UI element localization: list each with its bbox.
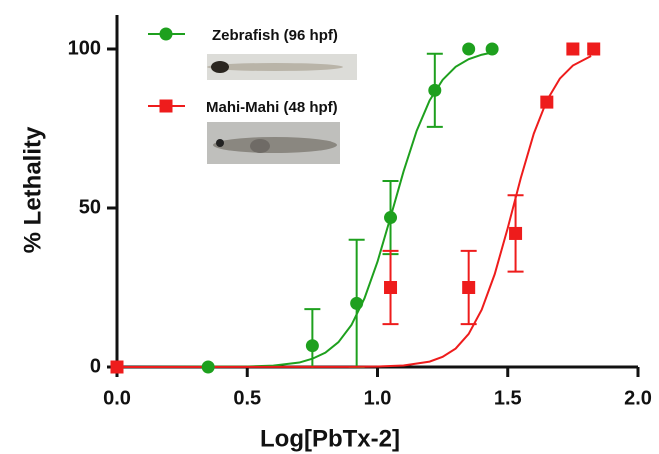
legend-label: Mahi-Mahi (48 hpf) xyxy=(206,99,338,116)
point xyxy=(462,42,476,56)
legend-marker xyxy=(159,99,173,113)
point xyxy=(462,281,476,294)
y-tick-label: 0 xyxy=(90,355,101,377)
fit-curve xyxy=(116,55,592,368)
x-axis-title: Log[PbTx-2] xyxy=(260,425,400,452)
point xyxy=(587,42,601,56)
y-tick-label: 100 xyxy=(68,37,101,59)
legend-label: Zebrafish (96 hpf) xyxy=(212,27,338,44)
plot-area xyxy=(116,51,592,368)
y-tick-label: 50 xyxy=(79,196,101,218)
point xyxy=(305,339,319,353)
point xyxy=(110,360,124,374)
x-tick-label: 1.0 xyxy=(364,387,392,409)
point xyxy=(509,226,523,240)
point xyxy=(201,360,215,374)
x-tick-label: 2.0 xyxy=(624,387,652,409)
mahi-image xyxy=(207,122,340,164)
point xyxy=(350,296,364,310)
x-tick-label: 0.0 xyxy=(103,387,131,409)
point xyxy=(384,281,398,294)
x-tick-label: 0.5 xyxy=(233,387,261,409)
point xyxy=(566,42,580,56)
x-tick-label: 1.5 xyxy=(494,387,522,409)
point xyxy=(428,83,442,97)
fit-curve xyxy=(116,51,493,368)
legend-marker xyxy=(159,27,173,41)
point xyxy=(384,211,398,225)
y-axis-title: % Lethality xyxy=(19,126,46,253)
zebrafish-image xyxy=(207,54,357,80)
point xyxy=(540,95,554,109)
point xyxy=(485,42,499,56)
